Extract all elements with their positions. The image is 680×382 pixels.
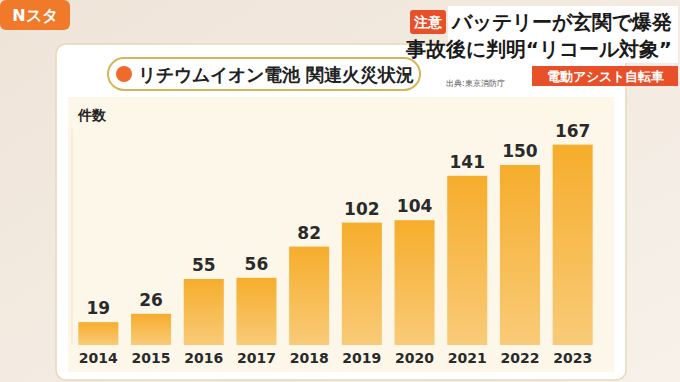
data-label: 56	[245, 254, 269, 274]
bar	[236, 278, 276, 345]
title-icon	[116, 66, 132, 82]
logo: Nスタ	[12, 6, 57, 25]
x-tick-label: 2021	[448, 350, 487, 366]
bar	[289, 247, 329, 345]
data-label: 141	[450, 152, 486, 172]
title: リチウムイオン電池 関連火災状況	[138, 64, 414, 85]
bar	[447, 176, 487, 345]
background	[0, 0, 680, 382]
x-tick-label: 2016	[184, 350, 223, 366]
tag-box	[410, 10, 446, 34]
data-label: 19	[87, 298, 111, 318]
bars	[78, 145, 592, 345]
x-tick-label: 2015	[132, 350, 171, 366]
root: リチウムイオン電池 関連火災状況出典:東京消防庁件数 19 26 55 56 82 102 1…	[0, 0, 680, 382]
x-tick-label: 2014	[79, 350, 118, 366]
data-label: 82	[297, 223, 321, 243]
bar	[78, 322, 118, 345]
data-label: 55	[192, 255, 216, 275]
bar	[184, 279, 224, 345]
data-label: 167	[555, 121, 591, 141]
tag: 注意	[413, 14, 443, 30]
bar	[131, 314, 171, 345]
bar	[500, 165, 540, 345]
data-label: 26	[139, 290, 163, 310]
x-tick-label: 2022	[500, 350, 539, 366]
logo-box	[0, 0, 70, 30]
panel	[56, 44, 626, 380]
bar	[553, 145, 593, 345]
data-label: 150	[502, 141, 538, 161]
bar	[395, 220, 435, 345]
headline: 事故後に判明“リコール対象”	[405, 37, 672, 61]
headline: バッテリーが玄関で爆発	[451, 10, 672, 34]
x-tick-label: 2018	[290, 350, 329, 366]
data-label: 104	[397, 196, 433, 216]
x-tick-label: 2020	[395, 350, 434, 366]
x-tick-label: 2019	[342, 350, 381, 366]
y-label: 件数	[77, 107, 107, 123]
plot-panel	[68, 97, 614, 372]
title-pill	[108, 58, 420, 90]
x-tick-label: 2017	[237, 350, 276, 366]
bar	[342, 223, 382, 345]
headline-box	[448, 6, 678, 36]
data-label: 102	[344, 199, 380, 219]
x-tick-label: 2023	[553, 350, 592, 366]
source: 出典:東京消防庁	[446, 79, 505, 88]
caption: 電動アシスト自転車	[547, 69, 664, 84]
y-axis-line	[72, 129, 73, 345]
caption-box	[532, 66, 678, 86]
